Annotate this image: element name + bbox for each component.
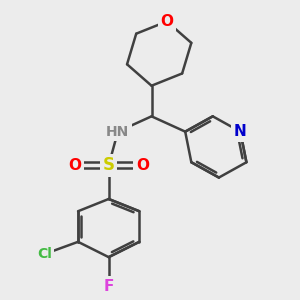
Text: S: S bbox=[103, 156, 115, 174]
Text: N: N bbox=[234, 124, 247, 139]
Text: Cl: Cl bbox=[37, 247, 52, 261]
Text: HN: HN bbox=[106, 124, 130, 139]
Text: O: O bbox=[68, 158, 82, 173]
Text: O: O bbox=[136, 158, 149, 173]
Text: F: F bbox=[103, 279, 114, 294]
Text: O: O bbox=[160, 14, 173, 29]
